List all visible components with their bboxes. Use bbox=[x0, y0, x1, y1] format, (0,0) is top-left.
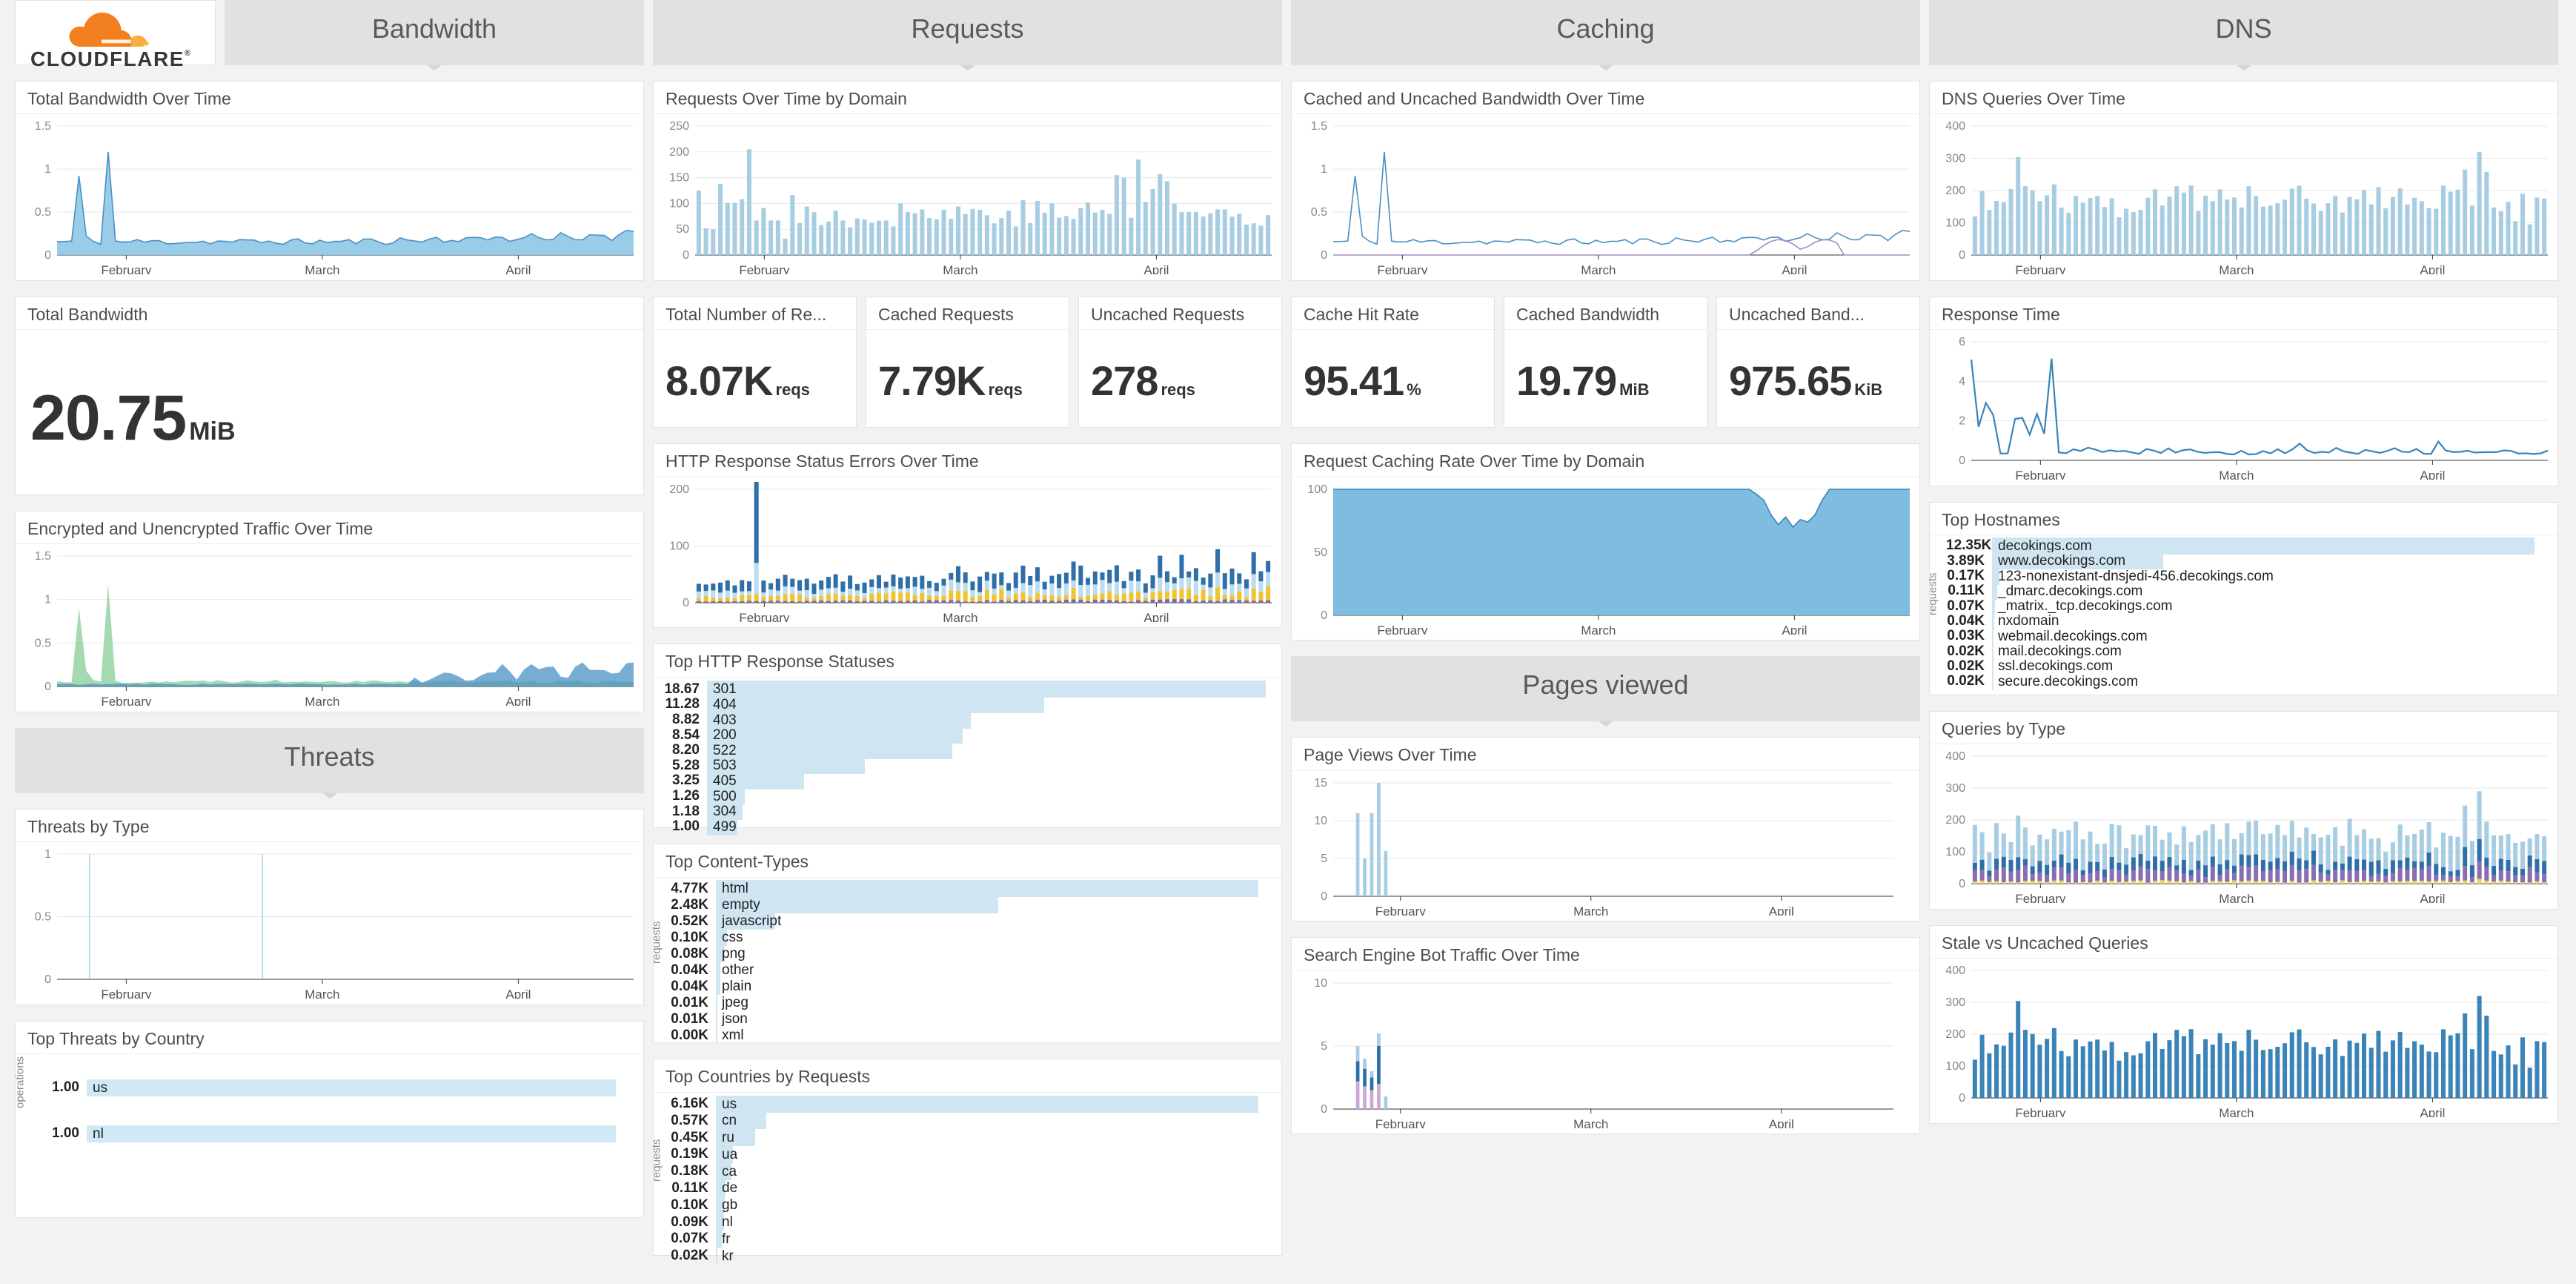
svg-text:100: 100 bbox=[1945, 217, 1965, 230]
svg-text:April: April bbox=[505, 987, 531, 999]
svg-text:0: 0 bbox=[1321, 249, 1327, 262]
svg-text:4: 4 bbox=[1959, 376, 1965, 388]
svg-text:February: February bbox=[1377, 623, 1428, 635]
svg-text:200: 200 bbox=[669, 483, 689, 496]
svg-text:5: 5 bbox=[1321, 1040, 1327, 1053]
svg-text:March: March bbox=[1581, 263, 1616, 274]
svg-text:March: March bbox=[943, 611, 977, 622]
svg-text:50: 50 bbox=[1314, 546, 1327, 559]
svg-text:0: 0 bbox=[683, 249, 689, 262]
svg-text:February: February bbox=[1375, 904, 1427, 916]
svg-text:15: 15 bbox=[1314, 777, 1327, 790]
svg-text:April: April bbox=[1769, 1117, 1794, 1128]
svg-text:March: March bbox=[305, 695, 339, 706]
svg-text:0: 0 bbox=[44, 973, 51, 986]
svg-text:1.5: 1.5 bbox=[35, 120, 51, 133]
svg-text:0.5: 0.5 bbox=[35, 206, 51, 219]
svg-text:0.5: 0.5 bbox=[35, 638, 51, 650]
svg-text:February: February bbox=[739, 263, 790, 274]
svg-text:200: 200 bbox=[1945, 814, 1965, 827]
svg-text:February: February bbox=[101, 987, 152, 999]
svg-text:0: 0 bbox=[1321, 609, 1327, 622]
svg-text:April: April bbox=[2420, 469, 2445, 480]
svg-text:April: April bbox=[2420, 263, 2445, 274]
svg-text:0: 0 bbox=[1321, 1103, 1327, 1116]
svg-text:February: February bbox=[2015, 892, 2066, 903]
svg-text:0: 0 bbox=[44, 681, 51, 693]
svg-text:100: 100 bbox=[1307, 483, 1327, 496]
svg-text:5: 5 bbox=[1321, 853, 1327, 865]
svg-text:1: 1 bbox=[44, 594, 51, 606]
svg-text:400: 400 bbox=[1945, 120, 1965, 133]
svg-text:February: February bbox=[101, 695, 152, 706]
svg-text:February: February bbox=[1375, 1117, 1427, 1128]
svg-text:April: April bbox=[1769, 904, 1794, 916]
svg-text:April: April bbox=[1143, 611, 1169, 622]
svg-text:April: April bbox=[1143, 263, 1169, 274]
svg-text:March: March bbox=[305, 263, 339, 274]
svg-text:250: 250 bbox=[669, 120, 689, 133]
svg-text:1.5: 1.5 bbox=[1311, 120, 1327, 133]
svg-text:April: April bbox=[505, 695, 531, 706]
svg-text:1: 1 bbox=[1321, 163, 1327, 176]
svg-text:1: 1 bbox=[44, 848, 51, 861]
svg-text:10: 10 bbox=[1314, 815, 1327, 827]
svg-text:200: 200 bbox=[1945, 1028, 1965, 1041]
svg-text:March: March bbox=[1581, 623, 1616, 635]
svg-text:0: 0 bbox=[1959, 249, 1965, 262]
svg-text:50: 50 bbox=[676, 223, 689, 236]
svg-text:February: February bbox=[2015, 1106, 2066, 1117]
svg-text:300: 300 bbox=[1945, 996, 1965, 1009]
svg-text:April: April bbox=[2420, 1106, 2445, 1117]
svg-text:February: February bbox=[101, 263, 152, 274]
svg-text:March: March bbox=[2219, 1106, 2254, 1117]
svg-text:300: 300 bbox=[1945, 153, 1965, 165]
svg-text:0: 0 bbox=[1959, 454, 1965, 467]
svg-text:February: February bbox=[739, 611, 790, 622]
svg-text:300: 300 bbox=[1945, 782, 1965, 795]
svg-text:200: 200 bbox=[669, 146, 689, 159]
svg-text:200: 200 bbox=[1945, 185, 1965, 197]
svg-text:2: 2 bbox=[1959, 415, 1965, 428]
svg-text:February: February bbox=[1377, 263, 1428, 274]
svg-text:100: 100 bbox=[669, 198, 689, 211]
svg-text:March: March bbox=[943, 263, 977, 274]
svg-text:10: 10 bbox=[1314, 977, 1327, 990]
svg-text:March: March bbox=[1573, 904, 1608, 916]
svg-text:April: April bbox=[1782, 623, 1807, 635]
svg-text:April: April bbox=[505, 263, 531, 274]
svg-text:1: 1 bbox=[44, 163, 51, 176]
svg-text:April: April bbox=[2420, 892, 2445, 903]
svg-text:March: March bbox=[2219, 469, 2254, 480]
svg-text:400: 400 bbox=[1945, 750, 1965, 763]
svg-text:0: 0 bbox=[1959, 878, 1965, 890]
svg-text:0: 0 bbox=[1321, 890, 1327, 903]
svg-text:6: 6 bbox=[1959, 336, 1965, 348]
svg-text:0.5: 0.5 bbox=[1311, 206, 1327, 219]
svg-text:150: 150 bbox=[669, 172, 689, 185]
svg-text:0.5: 0.5 bbox=[35, 911, 51, 924]
svg-text:March: March bbox=[2219, 892, 2254, 903]
svg-text:100: 100 bbox=[1945, 1060, 1965, 1073]
svg-text:0: 0 bbox=[683, 597, 689, 609]
svg-text:February: February bbox=[2015, 263, 2066, 274]
svg-text:March: March bbox=[305, 987, 339, 999]
svg-text:100: 100 bbox=[669, 540, 689, 552]
svg-text:1.5: 1.5 bbox=[35, 550, 51, 563]
svg-text:February: February bbox=[2015, 469, 2066, 480]
svg-text:0: 0 bbox=[1959, 1092, 1965, 1105]
svg-text:400: 400 bbox=[1945, 964, 1965, 977]
svg-text:March: March bbox=[1573, 1117, 1608, 1128]
svg-text:0: 0 bbox=[44, 249, 51, 262]
svg-text:100: 100 bbox=[1945, 846, 1965, 858]
svg-text:March: March bbox=[2219, 263, 2254, 274]
svg-text:April: April bbox=[1782, 263, 1807, 274]
